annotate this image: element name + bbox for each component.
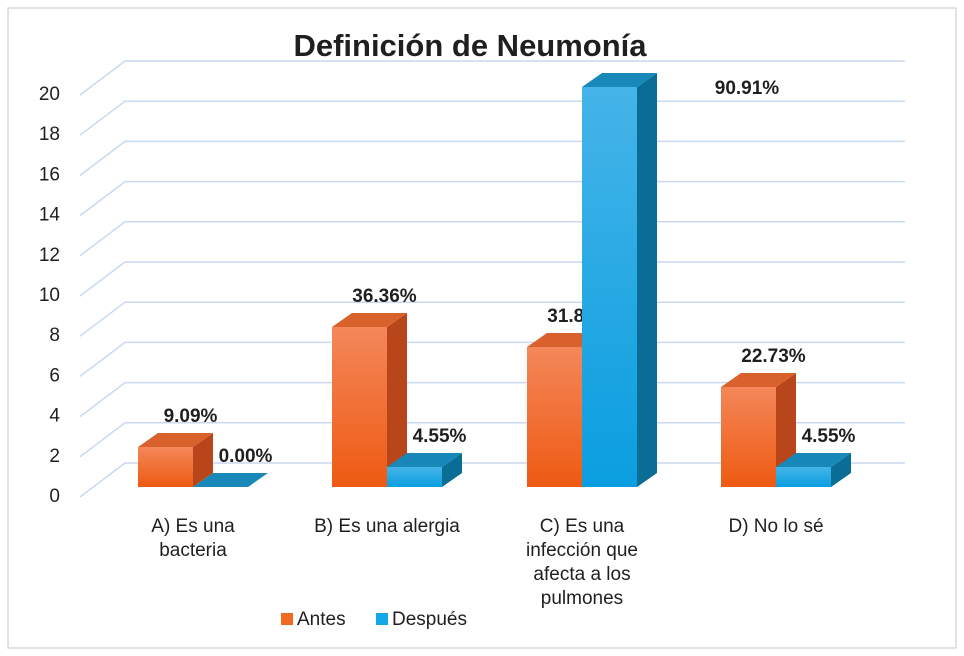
- grid-line: [79, 100, 905, 136]
- data-label: 90.91%: [715, 78, 780, 99]
- data-label: 4.55%: [802, 426, 856, 447]
- bar-front: [776, 467, 831, 487]
- bar: [332, 313, 407, 487]
- frame: [7, 7, 957, 649]
- bar-top: [582, 73, 657, 87]
- bar-side: [637, 73, 657, 487]
- grid-line: [79, 301, 905, 337]
- data-label: 0.00%: [219, 446, 273, 467]
- bar-front: [582, 87, 637, 487]
- bar-top: [387, 453, 462, 467]
- y-tick-label: 16: [39, 164, 60, 185]
- bar-front: [527, 347, 582, 487]
- bar-side: [193, 433, 213, 487]
- data-label: 36.36%: [352, 286, 417, 307]
- legend-label: Antes: [297, 609, 346, 630]
- bar: [721, 373, 796, 487]
- x-tick-label: C) Es una infección que afecta a los pul…: [526, 516, 638, 609]
- y-tick-label: 14: [39, 205, 61, 226]
- bar-top: [776, 453, 851, 467]
- bar: [776, 453, 851, 487]
- y-tick-label: 2: [49, 446, 60, 467]
- y-tick-label: 20: [39, 84, 60, 105]
- bar-front: [138, 447, 193, 487]
- legend-swatch: [281, 613, 293, 625]
- y-tick-label: 12: [39, 245, 60, 266]
- y-tick-label: 18: [39, 124, 60, 145]
- bar-front: [387, 467, 442, 487]
- bar-top: [138, 433, 213, 447]
- legend-label: Después: [392, 609, 467, 630]
- data-label: 4.55%: [413, 426, 467, 447]
- grid-line: [79, 221, 905, 257]
- grid-line: [79, 180, 905, 217]
- y-tick-label: 10: [39, 285, 60, 306]
- legend-swatch: [376, 613, 388, 625]
- y-tick-label: 4: [49, 406, 60, 427]
- bar-top: [721, 373, 796, 387]
- bar: [582, 73, 657, 487]
- bar-front: [721, 387, 776, 487]
- bar: [387, 453, 462, 487]
- y-tick-label: 6: [49, 365, 60, 386]
- bar-side: [831, 453, 851, 487]
- y-tick-label: 0: [49, 486, 60, 507]
- data-label: 9.09%: [164, 406, 218, 427]
- x-tick-label: B) Es una alergia: [314, 516, 460, 537]
- y-tick-label: 8: [49, 325, 60, 346]
- data-label: 22.73%: [741, 346, 806, 367]
- grid-line: [79, 261, 905, 297]
- grid-line: [79, 60, 905, 96]
- bar-top: [193, 473, 268, 487]
- grid-line: [79, 140, 905, 176]
- bar-top: [332, 313, 407, 327]
- bar: [138, 433, 213, 487]
- bar-side: [387, 313, 407, 487]
- bar-front: [332, 327, 387, 487]
- chart-title: Definición de Neumonía: [293, 28, 647, 63]
- x-tick-label: A) Es una bacteria: [151, 516, 235, 561]
- bar: [193, 473, 268, 487]
- x-tick-label: D) No lo sé: [728, 516, 824, 537]
- bar-side: [442, 453, 462, 487]
